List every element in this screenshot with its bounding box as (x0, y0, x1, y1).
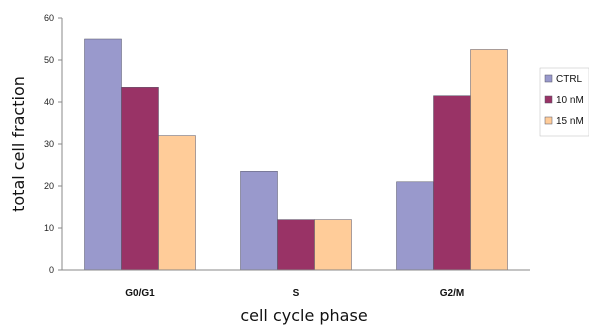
legend-label: CTRL (556, 74, 583, 85)
x-axis-title: cell cycle phase (240, 306, 367, 325)
y-tick-label: 10 (44, 223, 54, 233)
bar-ctrl-g0g1 (84, 38, 122, 271)
bar-10-nm-g2m (433, 95, 471, 271)
legend-swatch (544, 95, 553, 104)
bars-group (84, 38, 508, 271)
y-axis-title: total cell fraction (9, 76, 28, 212)
legend-label: 15 nM (556, 116, 584, 127)
x-category-label: G0/G1 (125, 288, 155, 299)
y-tick-label: 40 (44, 97, 54, 107)
y-tick-label: 20 (44, 181, 54, 191)
x-category-label: S (293, 288, 300, 299)
y-ticks-group: 0 10 20 30 40 50 60 (44, 13, 62, 275)
y-tick-label: 60 (44, 13, 54, 23)
bar-15-nm-g0g1 (158, 135, 196, 271)
x-category-label: G2/M (440, 288, 464, 299)
bar-15-nm-s (314, 219, 352, 271)
bar-10-nm-g0g1 (121, 87, 159, 271)
legend: CTRL 10 nM 15 nM (539, 67, 589, 137)
legend-label: 10 nM (556, 95, 584, 106)
bar-10-nm-s (277, 219, 315, 271)
x-categories-group: G0/G1 S G2/M (125, 288, 464, 299)
y-tick-label: 0 (49, 265, 54, 275)
y-tick-label: 30 (44, 139, 54, 149)
legend-swatch (544, 116, 553, 125)
bar-15-nm-g2m (470, 49, 508, 271)
bar-ctrl-s (240, 171, 278, 271)
y-tick-label: 50 (44, 55, 54, 65)
bar-ctrl-g2m (396, 181, 434, 271)
legend-swatch (544, 74, 553, 83)
